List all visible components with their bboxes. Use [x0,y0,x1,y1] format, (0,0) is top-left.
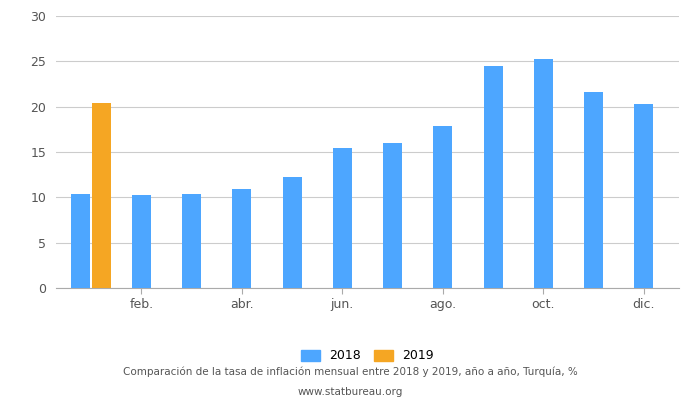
Bar [182,194,201,288]
Legend: 2018, 2019: 2018, 2019 [295,343,440,369]
Bar [232,189,251,288]
Bar [383,143,402,288]
Bar [534,59,553,288]
Bar [433,126,452,288]
Bar [92,103,111,288]
Bar [584,92,603,288]
Bar [132,195,151,288]
Text: www.statbureau.org: www.statbureau.org [298,387,402,397]
Bar [332,148,352,288]
Bar [71,194,90,288]
Bar [484,66,503,288]
Bar [283,177,302,288]
Bar [634,104,653,288]
Text: Comparación de la tasa de inflación mensual entre 2018 y 2019, año a año, Turquí: Comparación de la tasa de inflación mens… [122,367,577,377]
